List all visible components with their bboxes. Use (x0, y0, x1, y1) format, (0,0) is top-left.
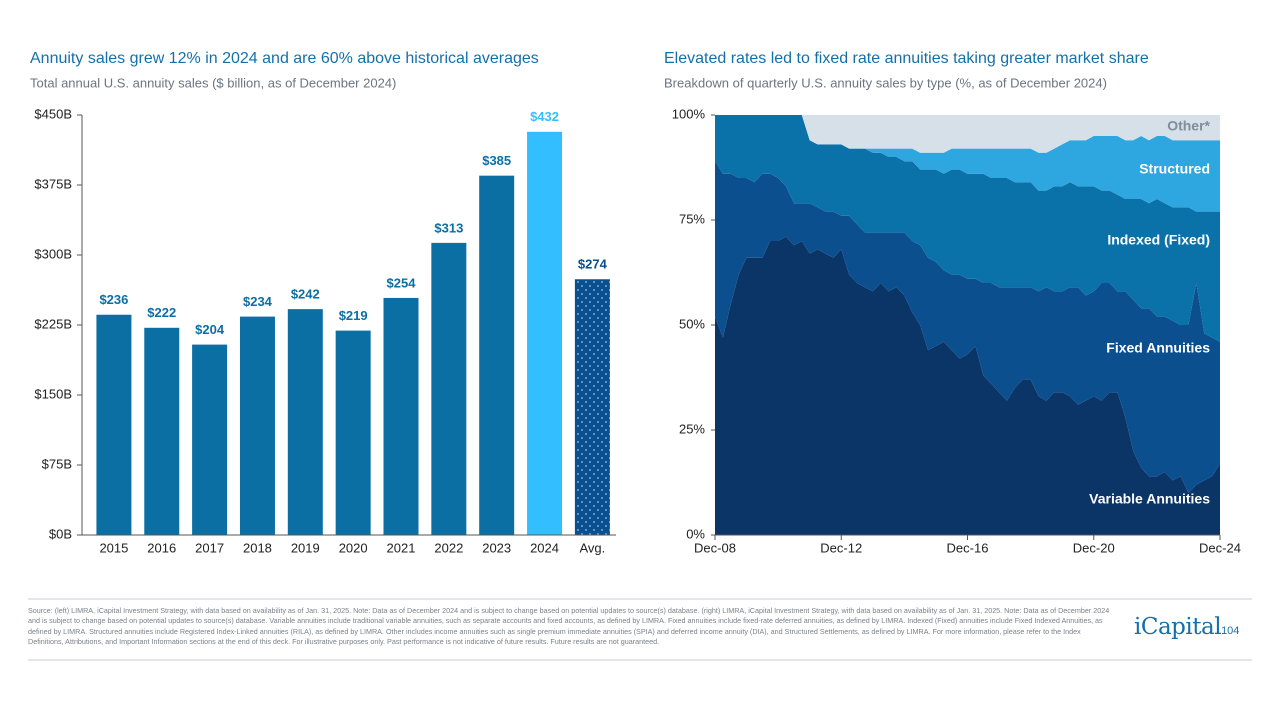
y-tick-label: 100% (672, 106, 706, 121)
value-label: $234 (243, 294, 273, 309)
series-label: Fixed Annuities (1106, 340, 1210, 356)
x-tick-label: 2021 (387, 540, 416, 555)
x-tick-label: Avg. (579, 540, 605, 555)
bar (287, 309, 323, 535)
area (715, 161, 1220, 493)
series-label: Indexed (Fixed) (1107, 232, 1210, 248)
area (715, 115, 1220, 342)
y-tick-label: $450B (34, 106, 72, 121)
series-label: Other* (1167, 118, 1210, 134)
value-label: $254 (387, 275, 417, 290)
y-tick-label: 50% (679, 316, 705, 331)
y-tick-label: $225B (34, 316, 72, 331)
bar (239, 316, 275, 535)
bar (574, 279, 610, 535)
value-label: $222 (147, 305, 176, 320)
logo-text: iCapital (1134, 614, 1222, 640)
bar (527, 131, 563, 536)
x-tick-label: 2022 (434, 540, 463, 555)
value-label: $385 (482, 153, 511, 168)
area (715, 115, 1220, 212)
chart-subtitle: Breakdown of quarterly U.S. annuity sale… (664, 75, 1107, 90)
value-label: $204 (195, 322, 225, 337)
y-tick-label: 75% (679, 211, 705, 226)
value-label: $274 (578, 257, 608, 272)
x-tick-label: 2018 (243, 540, 272, 555)
bar (479, 175, 515, 535)
x-tick-label: 2023 (482, 540, 511, 555)
value-label: $242 (291, 287, 320, 302)
chart-title: Elevated rates led to fixed rate annuiti… (664, 50, 1149, 67)
y-tick-label: $75B (42, 456, 72, 471)
y-tick-label: 25% (679, 421, 705, 436)
x-tick-label: 2017 (195, 540, 224, 555)
page-number: 104 (1221, 625, 1240, 637)
x-tick-label: Dec-12 (820, 540, 862, 555)
x-tick-label: 2019 (291, 540, 320, 555)
y-tick-label: $0B (49, 526, 72, 541)
bar (383, 297, 419, 535)
bar (144, 327, 180, 535)
x-tick-label: Dec-16 (947, 540, 989, 555)
area (715, 115, 1220, 153)
x-tick-label: 2020 (339, 540, 368, 555)
source-note: Source: (left) LIMRA, iCapital Investmen… (28, 606, 1110, 647)
y-tick-label: 0% (686, 526, 705, 541)
bar (192, 344, 228, 535)
y-tick-label: $375B (34, 176, 72, 191)
x-tick-label: Dec-20 (1073, 540, 1115, 555)
logo: iCapital104 (1134, 614, 1239, 640)
x-tick-label: 2024 (530, 540, 559, 555)
y-tick-label: $150B (34, 386, 72, 401)
value-label: $432 (530, 109, 559, 124)
x-tick-label: Dec-08 (694, 540, 736, 555)
value-label: $313 (434, 220, 463, 235)
y-tick-label: $300B (34, 246, 72, 261)
series-label: Variable Annuities (1089, 491, 1210, 507)
x-tick-label: 2016 (147, 540, 176, 555)
series-label: Structured (1139, 161, 1210, 177)
chart-subtitle: Total annual U.S. annuity sales ($ billi… (30, 75, 396, 90)
chart-title: Annuity sales grew 12% in 2024 and are 6… (30, 50, 539, 67)
value-label: $236 (99, 292, 128, 307)
bar (96, 314, 132, 535)
x-tick-label: 2015 (99, 540, 128, 555)
bar (431, 242, 467, 535)
x-tick-label: Dec-24 (1199, 540, 1241, 555)
bar (335, 330, 371, 535)
area (715, 236, 1220, 536)
value-label: $219 (339, 308, 368, 323)
